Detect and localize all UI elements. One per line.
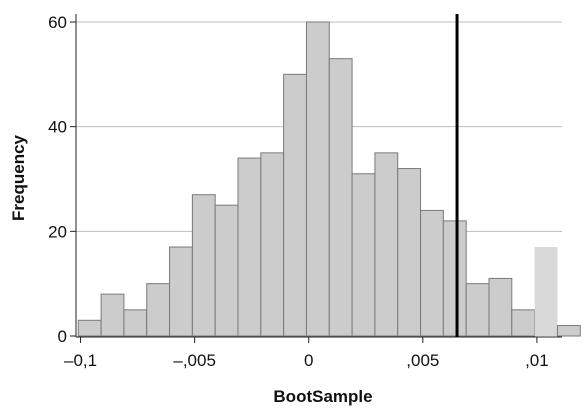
- histogram-bar-20: [511, 309, 536, 337]
- histogram-bar-21: [534, 247, 558, 336]
- histogram-bar-7: [214, 204, 239, 337]
- histogram-bar-13: [351, 173, 376, 337]
- histogram-bar-9: [260, 152, 285, 337]
- histogram-bar-11: [305, 21, 330, 337]
- histogram-bar-18: [465, 283, 490, 337]
- histogram-bar-22: [556, 325, 581, 337]
- tick-labels: 0 20 40 60 –0,1 –,005 0 ,005 ,01: [48, 13, 549, 370]
- histogram-bar-1: [77, 319, 102, 337]
- y-tick-label: 60: [48, 13, 67, 32]
- y-tick-label: 20: [48, 222, 67, 241]
- histogram-bar-6: [191, 194, 216, 337]
- histogram-bar-5: [169, 246, 193, 337]
- y-tick-label: 0: [58, 327, 67, 346]
- histogram-bar-2: [100, 293, 125, 337]
- y-tick-label: 40: [48, 118, 67, 137]
- histogram-bar-15: [397, 168, 422, 337]
- y-axis-label: Frequency: [9, 134, 28, 221]
- histogram-bar-14: [374, 152, 399, 337]
- x-tick-label: ,005: [406, 351, 439, 370]
- x-tick-label: –0,1: [64, 351, 97, 370]
- histogram-bar-12: [328, 58, 353, 337]
- histogram-bar-17: [442, 220, 467, 337]
- histogram-bar-4: [146, 283, 171, 337]
- histogram-bars: [77, 21, 581, 337]
- axes: [70, 14, 562, 343]
- x-tick-label: ,01: [525, 351, 549, 370]
- x-tick-label: 0: [304, 351, 313, 370]
- histogram-bar-16: [420, 209, 444, 337]
- histogram-bar-10: [283, 73, 307, 337]
- histogram-bar-8: [237, 157, 262, 337]
- x-axis-label: BootSample: [273, 387, 372, 406]
- histogram-bar-19: [488, 277, 513, 337]
- histogram-bar-3: [123, 309, 148, 337]
- x-tick-label: –,005: [173, 351, 216, 370]
